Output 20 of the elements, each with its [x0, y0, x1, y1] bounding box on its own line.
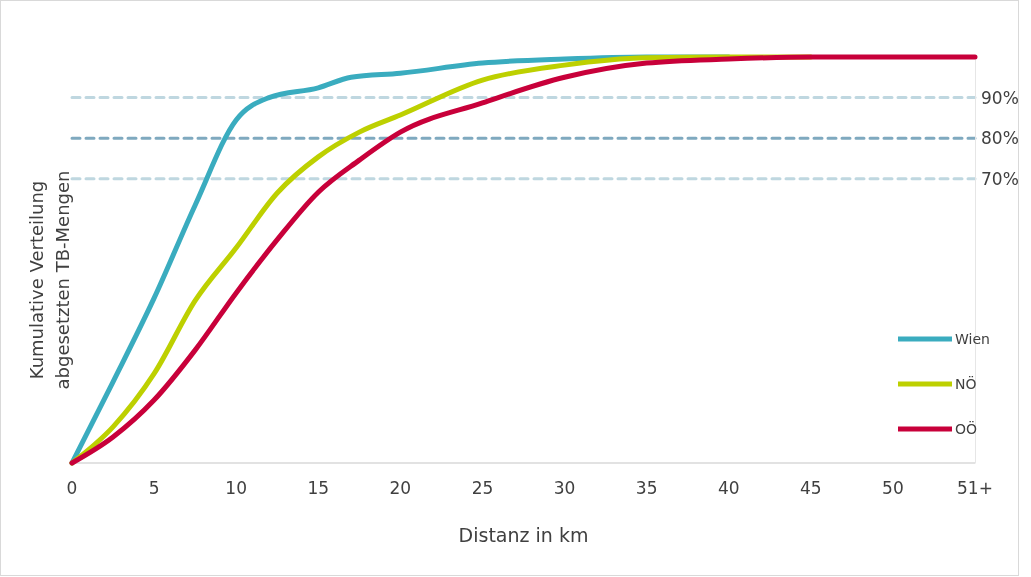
x-tick-label: 0: [66, 478, 78, 498]
x-tick-label: 15: [307, 478, 330, 498]
legend-label: OÖ: [955, 419, 978, 437]
y-axis-title: Kumulative Verteilung abgesetzten TB-Mengen: [26, 170, 73, 390]
x-tick-label: 30: [553, 478, 576, 498]
legend-label: NÖ: [955, 374, 977, 392]
x-axis-title: Distanz in km: [458, 524, 589, 546]
x-tick-label: 51+: [957, 478, 993, 498]
y2-tick-label: 90%: [981, 87, 1019, 108]
x-tick-label: 5: [148, 478, 160, 498]
x-tick-label: 35: [635, 478, 658, 498]
x-tick-label: 20: [389, 478, 412, 498]
legend-label: Wien: [955, 330, 990, 347]
y2-tick-label: 70%: [981, 168, 1019, 189]
x-tick-label: 45: [800, 478, 822, 498]
y2-tick-label: 80%: [981, 128, 1019, 149]
x-tick-label: 50: [882, 478, 904, 498]
x-tick-label: 25: [471, 478, 494, 498]
x-tick-label: 10: [225, 478, 247, 498]
x-tick-label: 40: [717, 478, 740, 498]
